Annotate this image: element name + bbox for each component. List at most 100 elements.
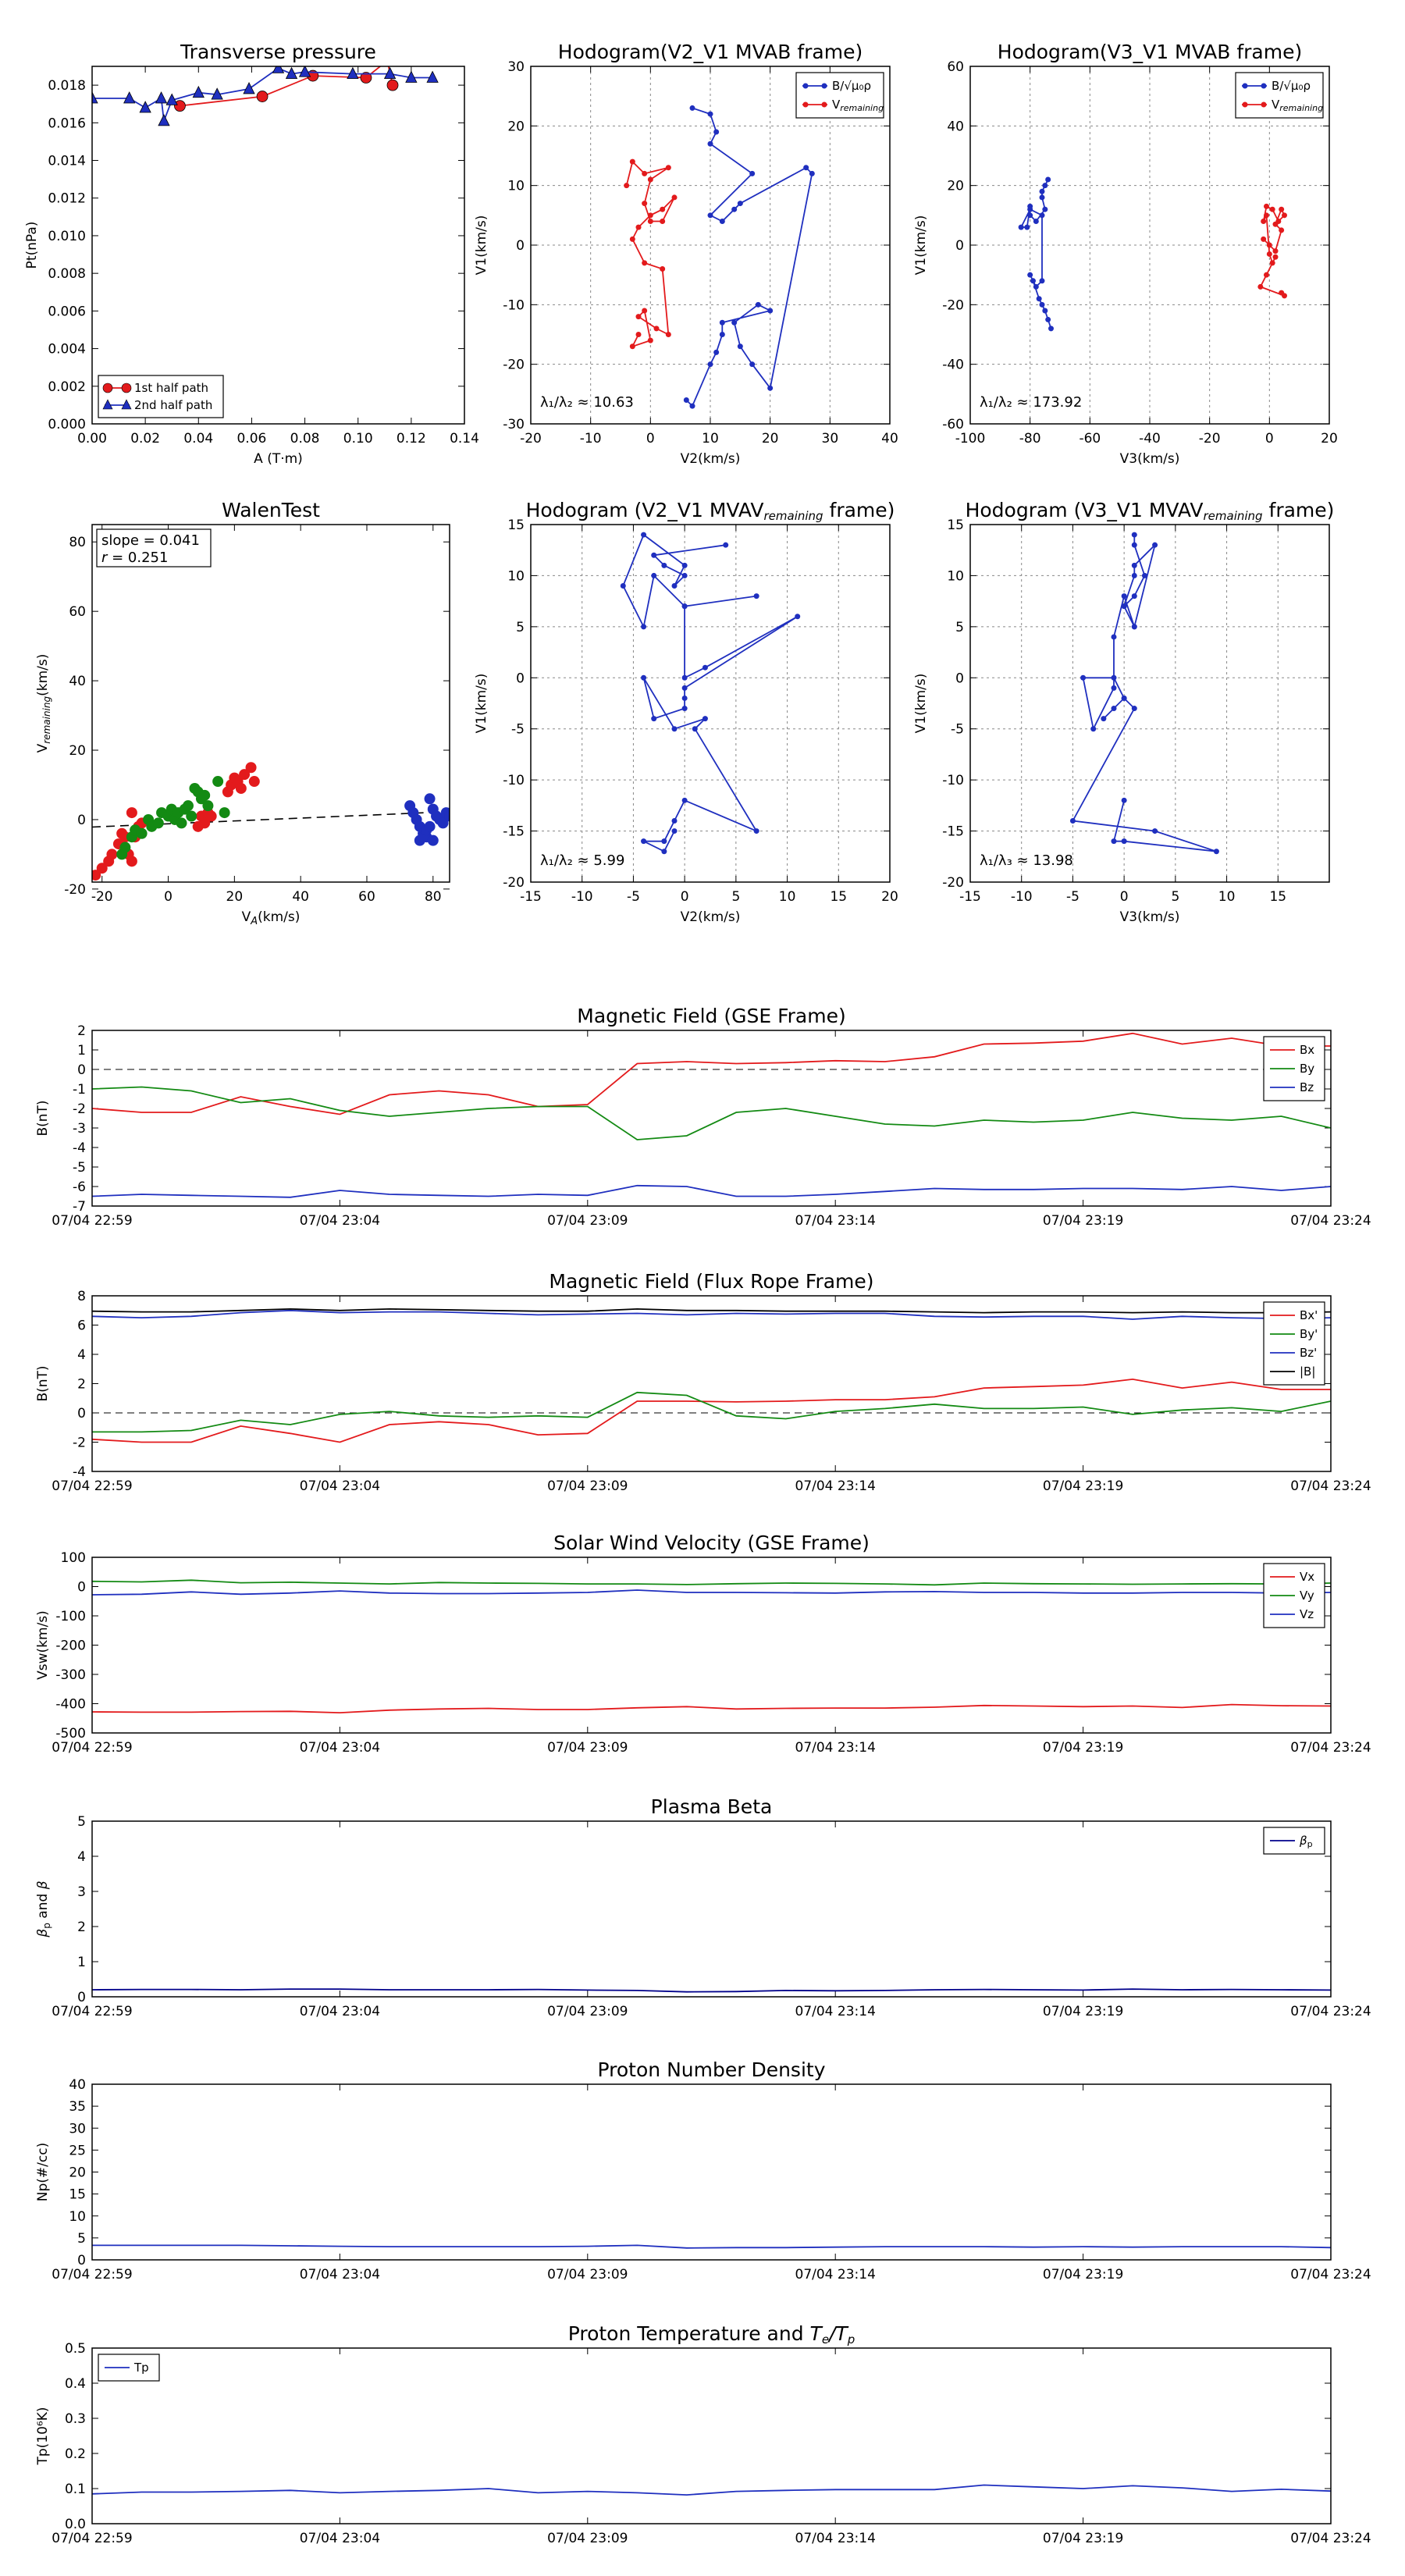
legend-marker <box>802 101 809 108</box>
data-point <box>298 66 311 77</box>
legend-marker <box>102 382 113 393</box>
tick-label-x: 07/04 22:59 <box>52 2004 132 2019</box>
data-point <box>152 817 164 829</box>
data-point <box>642 170 648 176</box>
tick-label-y: 0 <box>77 1990 86 2005</box>
tick-label-y: -10 <box>503 297 525 313</box>
series-p <box>92 1988 1331 1993</box>
tick-label-y: -20 <box>942 297 964 313</box>
tick-label-x: 07/04 23:19 <box>1043 1740 1123 1756</box>
tick-label-y: 25 <box>69 2143 86 2158</box>
data-point <box>681 572 688 578</box>
legend-sub: remaining <box>840 103 884 113</box>
tick-label-y: 5 <box>77 2231 86 2247</box>
data-point <box>424 793 436 805</box>
data-point <box>1111 674 1117 681</box>
data-point <box>642 260 648 266</box>
data-point <box>719 332 725 337</box>
tick-label-y: 0.4 <box>65 2376 86 2392</box>
data-point <box>1111 685 1117 691</box>
data-point <box>360 72 372 84</box>
chart-np: Proton Number Density 07/04 22:59 07/04 23… <box>35 2058 1371 2282</box>
xlabel-part: V <box>242 909 251 925</box>
tick-label-y: -2 <box>73 1101 86 1117</box>
axis-label-x: A (T·m) <box>254 451 303 467</box>
data-point <box>629 343 635 350</box>
plot-frame <box>91 2347 1332 2524</box>
legend-item: βp <box>1270 1834 1313 1849</box>
data-point <box>647 212 653 219</box>
tick-label-x: -10 <box>580 431 602 447</box>
data-point <box>1261 236 1267 242</box>
data-point <box>176 817 187 829</box>
data-point <box>753 828 759 834</box>
title-subscript: e <box>822 2332 829 2347</box>
data-point <box>651 716 657 722</box>
data-point <box>245 762 257 774</box>
tick-label-x: 0 <box>681 889 689 905</box>
tick-label-y: 35 <box>69 2099 86 2115</box>
legend-item: Bz' <box>1270 1346 1317 1360</box>
data-point <box>749 170 756 176</box>
legend-marker <box>102 399 113 410</box>
tick-label-y: -2 <box>73 1436 86 1451</box>
legend-item: Bx' <box>1270 1308 1318 1322</box>
tick-label-y: -6 <box>73 1179 86 1195</box>
tick-label-y: 10 <box>507 568 525 584</box>
data-point <box>620 583 626 589</box>
data-point <box>106 849 118 860</box>
legend-marker <box>802 83 809 89</box>
data-point <box>702 664 708 671</box>
legend-marker <box>121 382 132 393</box>
ratio-annotation: λ₁/λ₂ ≈ 173.92 <box>980 394 1082 411</box>
data-point <box>1152 828 1158 834</box>
tick-label-x: 07/04 23:04 <box>300 1213 380 1229</box>
tick-label-x: 0.14 <box>450 431 479 447</box>
data-point <box>647 337 653 343</box>
title-subscript: p <box>847 2332 855 2347</box>
data-point <box>1090 726 1097 732</box>
chart-title: Hodogram(V3_V1 MVAB frame) <box>998 41 1302 63</box>
tick-label-x: 07/04 22:59 <box>52 1213 132 1229</box>
tick-label-y: -5 <box>73 1160 86 1176</box>
tick-label-x: 15 <box>1269 889 1286 905</box>
tick-label-x: 0.02 <box>130 431 160 447</box>
tick-label-x: 10 <box>1218 889 1236 905</box>
legend-label: B/√μ₀ρ <box>1272 79 1311 93</box>
data-point <box>665 165 671 171</box>
axis-label-y: Pt(nPa) <box>24 222 40 269</box>
data-point <box>427 834 439 846</box>
chart-title: WalenTest <box>222 499 320 521</box>
chart-mag_fr: Magnetic Field (Flux Rope Frame) 07/04 22… <box>35 1270 1371 1494</box>
tick-label-y: -200 <box>55 1638 86 1654</box>
tick-label-y: 10 <box>69 2209 86 2225</box>
data-point <box>767 308 774 314</box>
series-line <box>92 1308 1331 1314</box>
title-subscript: remaining <box>1204 509 1263 523</box>
data-point <box>1027 272 1033 278</box>
data-point <box>651 572 657 578</box>
series-line <box>92 2244 1331 2249</box>
data-point <box>1042 206 1048 212</box>
series-Vremaining <box>624 158 678 350</box>
data-point <box>212 776 224 788</box>
plot-area <box>92 66 439 126</box>
tick-label-x: 20 <box>1321 431 1338 447</box>
ratio-annotation: λ₁/λ₂ ≈ 5.99 <box>540 852 624 869</box>
tick-label-x: -40 <box>1139 431 1161 447</box>
data-point <box>660 266 666 272</box>
tick-label-y: 15 <box>947 518 964 533</box>
data-point <box>248 776 260 788</box>
tick-label-y: -1 <box>73 1082 86 1098</box>
tick-label-y: -15 <box>942 824 964 840</box>
title-part: frame) <box>823 499 895 521</box>
data-point <box>256 91 269 102</box>
series-line <box>92 1309 1331 1320</box>
data-point <box>1264 212 1269 219</box>
tick-label-x: -60 <box>1079 431 1101 447</box>
tick-label-y: -3 <box>73 1121 86 1137</box>
plot-frame <box>91 1295 1332 1472</box>
plot-area <box>624 105 815 409</box>
legend-label: Vremaining <box>832 98 884 113</box>
tick-label-y: 3 <box>77 1884 86 1900</box>
